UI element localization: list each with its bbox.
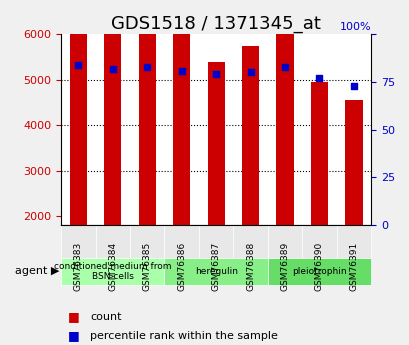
Bar [310,82,327,225]
Text: 100%: 100% [339,22,370,32]
Point [247,70,253,75]
Text: count: count [90,312,121,322]
Point [75,62,81,68]
Text: GSM76385: GSM76385 [142,242,151,291]
Text: GSM76386: GSM76386 [177,242,186,291]
Bar [207,61,224,225]
Point [178,68,184,73]
Text: ■: ■ [68,329,79,342]
Text: GSM76389: GSM76389 [280,242,289,291]
Point [212,72,219,77]
FancyBboxPatch shape [164,225,198,258]
Point [144,64,150,69]
FancyBboxPatch shape [130,225,164,258]
Bar [241,46,258,225]
Text: pleiotrophin: pleiotrophin [292,267,346,276]
Point [350,83,356,89]
FancyBboxPatch shape [95,225,130,258]
Bar [344,100,362,225]
Bar [104,15,121,225]
Point [109,66,116,71]
FancyBboxPatch shape [164,258,267,285]
FancyBboxPatch shape [198,225,233,258]
FancyBboxPatch shape [267,258,370,285]
Point [315,76,322,81]
Text: ■: ■ [68,310,79,323]
Text: GSM76390: GSM76390 [314,242,323,291]
Text: heregulin: heregulin [194,267,237,276]
Bar [70,0,87,225]
Text: GSM76387: GSM76387 [211,242,220,291]
Point [281,64,288,69]
Text: GSM76388: GSM76388 [245,242,254,291]
Title: GDS1518 / 1371345_at: GDS1518 / 1371345_at [111,15,320,33]
Text: GSM76391: GSM76391 [348,242,357,291]
FancyBboxPatch shape [61,225,95,258]
Bar [276,7,293,225]
Text: GSM76383: GSM76383 [74,242,83,291]
FancyBboxPatch shape [336,225,370,258]
Text: agent ▶: agent ▶ [15,266,59,276]
FancyBboxPatch shape [61,258,164,285]
Bar [173,32,190,225]
Bar [138,0,155,225]
FancyBboxPatch shape [233,225,267,258]
FancyBboxPatch shape [301,225,336,258]
Text: percentile rank within the sample: percentile rank within the sample [90,331,277,341]
Text: conditioned medium from
BSN cells: conditioned medium from BSN cells [54,262,171,281]
FancyBboxPatch shape [267,225,301,258]
Text: GSM76384: GSM76384 [108,242,117,291]
